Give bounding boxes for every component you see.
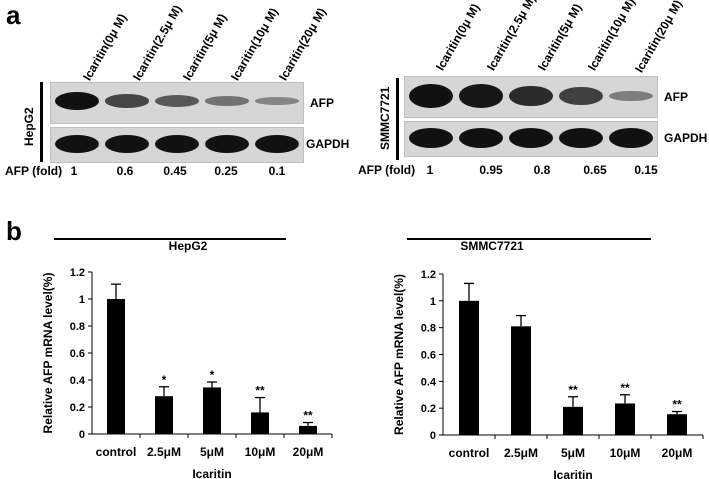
lane-label: Icaritin(0μ M) bbox=[433, 1, 483, 74]
y-tick-label: 0.8 bbox=[421, 323, 436, 335]
fold-value: 0.1 bbox=[268, 164, 286, 178]
y-tick-label: 1.2 bbox=[70, 267, 85, 279]
bar bbox=[107, 299, 125, 434]
gapdh-band bbox=[55, 135, 99, 153]
lane-label: Icaritin(5μ M) bbox=[535, 1, 585, 74]
bar bbox=[251, 412, 269, 434]
fold-value: 0.25 bbox=[214, 164, 238, 178]
x-tick-label: 10μM bbox=[610, 446, 641, 460]
afp-band bbox=[609, 90, 653, 102]
afp-band bbox=[509, 85, 553, 107]
fold-label: AFP (fold) bbox=[5, 164, 63, 178]
fold-label: AFP (fold) bbox=[358, 163, 416, 177]
gapdh-band bbox=[255, 135, 299, 153]
x-tick-label: control bbox=[449, 446, 490, 460]
x-tick-label: 20μM bbox=[293, 445, 324, 459]
fold-value: 0.15 bbox=[634, 163, 658, 177]
panel-a-label: a bbox=[6, 0, 21, 30]
lane-label: Icaritin(20μ M) bbox=[632, 0, 685, 75]
fold-value: 0.45 bbox=[163, 164, 187, 178]
x-tick-label: control bbox=[96, 445, 137, 459]
y-tick-label: 1.2 bbox=[421, 269, 436, 281]
significance-mark: ** bbox=[255, 384, 265, 398]
afp-band bbox=[55, 92, 99, 110]
x-tick-label: 10μM bbox=[245, 445, 276, 459]
bar bbox=[615, 403, 635, 435]
y-axis-label: Relative AFP mRNA level(%) bbox=[392, 274, 406, 435]
y-tick-label: 1 bbox=[79, 294, 85, 306]
fold-value: 0.95 bbox=[479, 163, 503, 177]
bar bbox=[299, 425, 317, 434]
bar bbox=[511, 326, 531, 435]
y-tick-label: 0 bbox=[430, 430, 436, 442]
fold-value: 1 bbox=[70, 164, 78, 178]
y-tick-label: 0.2 bbox=[421, 403, 436, 415]
y-axis-label: Relative AFP mRNA level(%) bbox=[41, 273, 55, 434]
y-tick-label: 0 bbox=[79, 429, 85, 441]
bar bbox=[155, 396, 173, 434]
x-axis-label: Icaritin bbox=[553, 468, 592, 479]
afp-band bbox=[205, 96, 249, 106]
x-tick-label: 2.5μM bbox=[504, 446, 538, 460]
lane-bracket bbox=[40, 82, 43, 162]
x-tick-label: 5μM bbox=[561, 446, 585, 460]
x-tick-label: 20μM bbox=[662, 446, 693, 460]
fold-value: 1 bbox=[426, 163, 434, 177]
x-tick-label: 5μM bbox=[200, 445, 224, 459]
significance-mark: ** bbox=[672, 398, 682, 412]
y-tick-label: 0.4 bbox=[70, 375, 86, 387]
afp-band bbox=[409, 84, 453, 108]
fold-value: 0.8 bbox=[533, 163, 551, 177]
gapdh-band bbox=[155, 135, 199, 153]
afp-band bbox=[559, 86, 603, 106]
afp-band bbox=[155, 95, 199, 107]
chart-title: SMMC7721 bbox=[460, 239, 524, 253]
gapdh-band bbox=[459, 128, 503, 148]
western-blot-smmc7721: Icaritin(0μ M) Icaritin(2.5μ M) Icaritin… bbox=[0, 0, 709, 180]
lane-label: Icaritin(2.5μ M) bbox=[484, 0, 539, 73]
significance-mark: * bbox=[210, 368, 215, 382]
y-tick-label: 0.8 bbox=[70, 321, 85, 333]
y-tick-label: 0.4 bbox=[421, 376, 437, 388]
significance-mark: ** bbox=[568, 383, 578, 397]
x-axis-label: Icaritin bbox=[192, 467, 231, 479]
chart-title: HepG2 bbox=[169, 239, 208, 253]
gapdh-band bbox=[509, 128, 553, 148]
significance-mark: * bbox=[162, 373, 167, 387]
y-tick-label: 0.6 bbox=[70, 348, 85, 360]
lane-bracket bbox=[396, 78, 399, 160]
gapdh-band bbox=[105, 135, 149, 153]
y-tick-label: 0.6 bbox=[421, 350, 436, 362]
bar bbox=[203, 387, 221, 434]
significance-mark: ** bbox=[620, 381, 630, 395]
gapdh-band bbox=[409, 128, 453, 148]
bar-chart-hepg2: HepG2 0 0.2 0.4 0.6 0.8 1 1.2 Relative AFP mRNA … bbox=[41, 238, 333, 479]
fold-value: 0.6 bbox=[116, 164, 134, 178]
fold-value: 0.65 bbox=[583, 163, 607, 177]
afp-band bbox=[255, 97, 299, 105]
y-tick-label: 1 bbox=[430, 296, 436, 308]
gapdh-band bbox=[609, 128, 653, 148]
afp-band bbox=[105, 94, 149, 108]
bar-chart-smmc7721: SMMC7721 0 0.2 0.4 0.6 0.8 1 1.2 Relative AFP mR… bbox=[392, 238, 704, 479]
afp-band bbox=[459, 84, 503, 108]
y-tick-label: 0.2 bbox=[70, 402, 85, 414]
bar bbox=[459, 300, 479, 435]
cell-line-label: SMMC7721 bbox=[378, 86, 392, 150]
panel-b-label: b bbox=[6, 216, 22, 246]
bar bbox=[667, 414, 687, 435]
protein-label-gapdh: GAPDH bbox=[306, 137, 350, 151]
protein-label-afp: AFP bbox=[664, 90, 688, 104]
protein-label-afp: AFP bbox=[310, 96, 334, 110]
x-tick-label: 2.5μM bbox=[147, 445, 181, 459]
gapdh-band bbox=[559, 128, 603, 148]
gapdh-band bbox=[205, 135, 249, 153]
western-blot-hepg2: Icaritin(0μ M) Icaritin(2.5μ M) Icaritin… bbox=[0, 0, 349, 180]
lane-label: Icaritin(10μ M) bbox=[585, 0, 638, 74]
protein-label-gapdh: GAPDH bbox=[664, 131, 708, 145]
significance-mark: ** bbox=[303, 409, 313, 423]
bar bbox=[563, 406, 583, 435]
